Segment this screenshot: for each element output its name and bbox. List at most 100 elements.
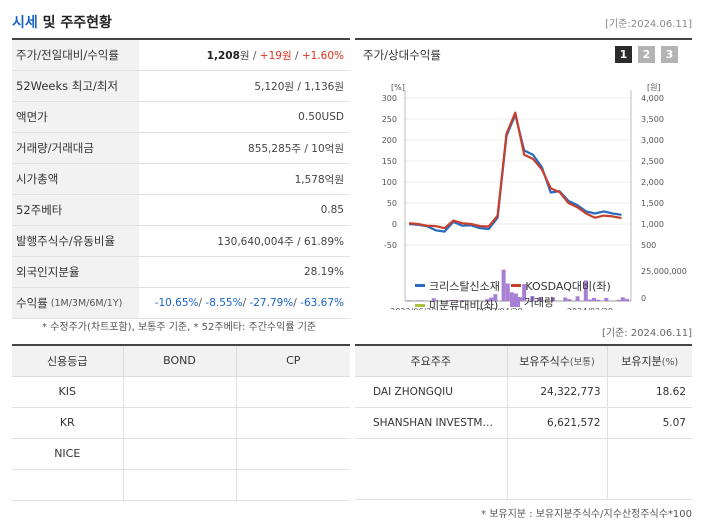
table-cell: KR xyxy=(12,407,123,439)
table-row: SHANSHAN INVESTM… 6,621,572 5.07 xyxy=(355,407,692,439)
holders-footnote: * 보유지분 : 보유지분주식수/지수산정주식수*100 xyxy=(481,509,692,520)
table-cell xyxy=(122,438,236,470)
volume-bar xyxy=(448,300,453,301)
chart-tab-2[interactable]: 2 xyxy=(638,46,655,63)
quote-label: 액면가 xyxy=(12,102,139,132)
holder-pct: 18.62 xyxy=(606,376,692,408)
chart-tab-1[interactable]: 1 xyxy=(615,46,632,63)
volume-bar xyxy=(592,297,597,301)
quote-label: 발행주식수/유동비율 xyxy=(12,226,139,256)
right-tick-label: 1,500 xyxy=(641,199,664,208)
table-row: KR xyxy=(12,407,350,439)
quote-label: 시가총액 xyxy=(12,164,139,194)
quote-row-price: 주가/전일대비/수익률 1,208원 / +19원 / +1.60% xyxy=(12,40,350,71)
volume-bar xyxy=(472,300,477,301)
title-rest: 및 주주현황 xyxy=(37,15,112,31)
quote-row-foreign: 외국인지분율 28.19% xyxy=(12,257,350,288)
price-change: +19원 xyxy=(259,49,292,62)
holders-base-date: [기준: 2024.06.11] xyxy=(601,328,692,339)
table-cell xyxy=(235,376,350,408)
quote-label: 주가/전일대비/수익률 xyxy=(12,40,139,70)
quote-sublabel: (1M/3M/6M/1Y) xyxy=(50,297,123,309)
table-row: KIS xyxy=(12,376,350,408)
chart-tab-3[interactable]: 3 xyxy=(661,46,678,63)
volume-bar xyxy=(563,297,568,301)
right-tick-label: 4,000 xyxy=(641,94,664,103)
volume-bar xyxy=(550,297,555,301)
quote-value: 0.85 xyxy=(320,204,344,216)
section-header: 시세 및 주주현황 [기준:2024.06.11] xyxy=(12,8,692,34)
right-tick-label: 1,000 xyxy=(641,220,664,229)
quote-value: 28.19% xyxy=(303,266,344,278)
legend-item-stock[interactable]: 크리스탈신소재 xyxy=(415,278,500,294)
volume-bar xyxy=(596,299,601,301)
right-tick-label: 2,500 xyxy=(641,157,664,166)
return-1y: -63.67% xyxy=(300,297,344,309)
current-price: 1,208 xyxy=(206,49,240,62)
table-cell xyxy=(235,438,350,470)
volume-bar xyxy=(616,299,621,301)
left-tick-label: 300 xyxy=(382,94,397,103)
quote-label: 거래량/거래대금 xyxy=(12,133,139,163)
left-tick-label: 250 xyxy=(382,115,397,124)
volume-bar xyxy=(530,296,535,301)
series-line-1 xyxy=(409,111,622,230)
chart-tabs: 1 2 3 xyxy=(615,46,678,63)
table-row-empty xyxy=(355,438,692,500)
volume-bar xyxy=(583,280,588,301)
volume-bar xyxy=(587,299,592,301)
quote-row-returns: 수익률 (1M/3M/6M/1Y) -10.65%/ -8.55%/ -27.79… xyxy=(12,288,350,319)
right-tick-label: 3,000 xyxy=(641,136,664,145)
legend-item-unclassified[interactable]: 미분류대비(좌) xyxy=(415,297,498,313)
right-tick-label: 500 xyxy=(641,241,656,250)
quote-row-par: 액면가 0.50USD xyxy=(12,102,350,133)
legend-swatch xyxy=(415,284,425,287)
right-tick-label: 3,500 xyxy=(641,115,664,124)
holder-pct: 5.07 xyxy=(606,407,692,439)
quote-row-52w: 52Weeks 최고/최저 5,120원 / 1,136원 xyxy=(12,71,350,102)
table-row: DAI ZHONGQIU 24,322,773 18.62 xyxy=(355,376,692,408)
base-date: [기준:2024.06.11] xyxy=(605,19,692,30)
legend-item-volume[interactable]: 거래량 xyxy=(509,294,554,310)
volume-bar xyxy=(407,300,412,301)
legend-swatch xyxy=(415,303,425,307)
quote-label: 52Weeks 최고/최저 xyxy=(12,71,139,101)
major-shareholders-table: 주요주주 보유주식수(보통) 보유지분(%) DAI ZHONGQIU 24,3… xyxy=(355,344,692,500)
legend-swatch xyxy=(509,296,520,307)
volume-bar xyxy=(518,297,523,301)
chart-legend: 크리스탈신소재 KOSDAQ대비(좌) 미분류대비(좌) 거래량 xyxy=(415,277,675,313)
column-header: 보유지분(%) xyxy=(606,345,692,377)
quote-value: 1,208원 / +19원 / +1.60% xyxy=(206,49,344,62)
legend-swatch xyxy=(511,284,522,287)
title-accent: 시세 xyxy=(12,15,38,31)
right-axis-unit: [원] xyxy=(647,83,661,92)
table-cell xyxy=(12,469,123,501)
volume-bar xyxy=(489,297,494,301)
holder-name: SHANSHAN INVESTM… xyxy=(355,407,507,439)
volume-bar xyxy=(505,283,510,301)
x-tick-label: 2024/02/29 xyxy=(567,307,613,310)
volume-bar xyxy=(419,300,424,301)
table-cell xyxy=(122,469,236,501)
volume-bar xyxy=(493,294,498,301)
volume-bar xyxy=(460,300,465,301)
quote-row-marketcap: 시가총액 1,578억원 xyxy=(12,164,350,195)
left-tick-label: 150 xyxy=(382,157,397,166)
table-cell: NICE xyxy=(12,438,123,470)
legend-item-kosdaq[interactable]: KOSDAQ대비(좌) xyxy=(511,278,611,294)
chart-panel-title: 주가/상대수익률 xyxy=(363,48,441,62)
quote-value: 855,285주 / 10억원 xyxy=(248,142,344,155)
table-cell xyxy=(122,376,236,408)
quote-value: 1,578억원 xyxy=(294,173,344,186)
table-cell xyxy=(235,407,350,439)
table-cell xyxy=(235,469,350,501)
column-header: 신용등급 xyxy=(12,345,123,377)
left-tick-label: 0 xyxy=(392,220,397,229)
volume-bar xyxy=(575,296,580,301)
table-row: NICE xyxy=(12,438,350,470)
table-row xyxy=(12,469,350,501)
left-tick-label: 100 xyxy=(382,178,397,187)
volume-tick-label: 25,000,000 xyxy=(641,267,687,276)
quote-label: 수익률 (1M/3M/6M/1Y) xyxy=(12,288,139,318)
price-unit: 원 xyxy=(239,49,250,62)
